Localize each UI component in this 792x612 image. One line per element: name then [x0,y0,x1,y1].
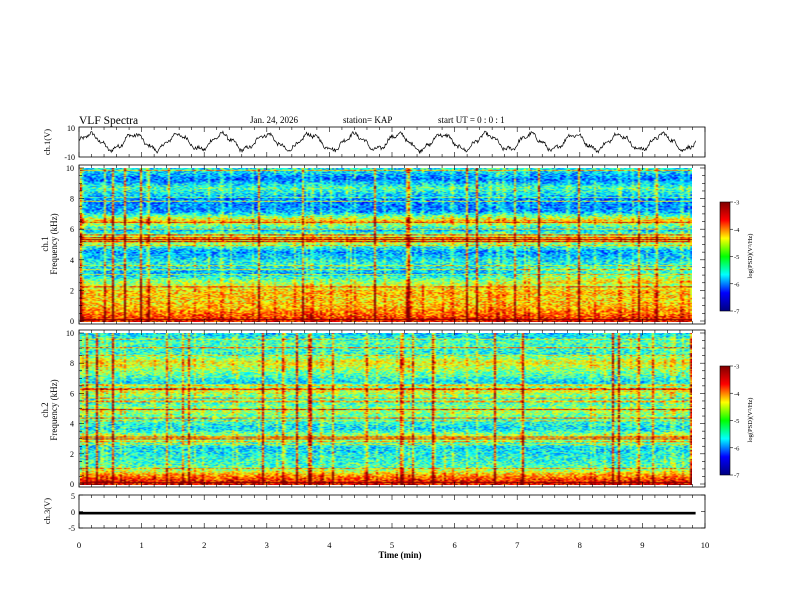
ch1-spectrogram-ytick-label: 6 [70,225,74,234]
figure-title: VLF Spectra [79,115,138,127]
ch1-colorbar-tick-label: -6 [734,281,740,288]
ch2-colorbar-tick-label: -4 [734,391,740,398]
ch2-colorbar-tick-label: -3 [734,364,739,371]
ch1-spectrogram-ytick-labels: 0 2 4 6 8 10 [66,164,74,326]
ch3-ytick-bottom: -5 [68,524,75,533]
ch1-colorbar-tick-label: -3 [734,200,739,207]
ch3-ytick-middle: 0 [71,508,75,517]
ch3-waveform-panel: 5 0 -5 ch.3(V) [42,492,706,533]
ch1-colorbar-scale [719,201,731,312]
ch2-spectrogram-ytick-label: 2 [70,450,74,459]
time-axis-tick-label: 2 [202,540,206,550]
ch3-waveform-ylabel: ch.3(V) [42,498,52,524]
time-axis-tick-label: 10 [701,540,710,550]
ch1-frequency-axis-label: Frequency (kHz) [49,213,59,274]
ch1-colorbar-tick-label: -7 [734,309,740,316]
date-label: Jan. 24, 2026 [250,115,298,125]
ch2-colorbar-tick-label: -6 [734,445,740,452]
ch1-waveform-trace [78,130,696,155]
time-axis-tick-label: 0 [77,540,81,550]
ch2-spectrogram-image [80,333,692,485]
ch1-spectrogram-ytick-label: 2 [70,286,74,295]
ch3-ytick-top: 5 [71,492,75,501]
ch2-channel-label: ch.2 [40,402,50,417]
ch2-spectrogram-ytick-label: 10 [66,329,74,338]
time-axis-tick-label: 3 [265,540,269,550]
ch1-colorbar: -3 -4 -5 -6 -7 log(PSD)(V²/Hz) [719,200,754,316]
ch1-colorbar-tick-label: -5 [734,254,739,261]
time-axis-tick-label: 7 [515,540,519,550]
ch2-spectrogram-ticks [78,330,706,487]
ch3-waveform-ticks [78,494,706,529]
ch2-spectrogram-panel: 0 2 4 6 8 10 ch.2 Frequency (kHz) [40,329,706,489]
ch1-waveform-ylabel: ch.1(V) [42,129,52,155]
station-label: station= KAP [343,115,392,125]
time-axis-tick-label: 8 [578,540,582,550]
time-axis-label: Time (min) [378,550,421,560]
ch2-colorbar: -3 -4 -5 -6 -7 log(PSD)(V²/Hz) [719,364,754,480]
ch2-spectrogram-ytick-label: 4 [70,420,74,429]
ch2-spectrogram-ytick-label: 0 [70,480,74,489]
ch1-spectrogram-ticks [78,165,706,324]
ch1-spectrogram-panel: 0 2 4 6 8 10 ch.1 Frequency (kHz) [40,164,706,326]
ch1-ytick-bottom: -10 [64,153,75,162]
ch2-colorbar-scale [719,365,731,476]
time-axis-tick-label: 6 [452,540,456,550]
ch1-spectrogram-ytick-label: 0 [70,317,74,326]
ch2-colorbar-tick-label: -5 [734,418,739,425]
ch1-spectrogram-ytick-label: 4 [70,256,74,265]
ch1-spectrogram-image [80,168,692,322]
ch1-ytick-top: 10 [67,124,75,133]
time-axis-tick-label: 9 [640,540,644,550]
ch2-spectrogram-ytick-label: 8 [70,359,74,368]
ch1-waveform-panel: 10 -10 ch.1(V) [42,124,706,162]
ch1-spectrogram-ytick-label: 8 [70,195,74,204]
ch1-waveform-ticks [78,127,706,157]
ch1-colorbar-tick-label: -4 [734,227,740,234]
ch1-channel-label: ch.1 [40,236,50,251]
ch2-frequency-axis-label: Frequency (kHz) [49,379,59,440]
ch3-waveform-trace [79,511,696,515]
time-axis-tick-label: 5 [390,540,394,550]
time-axis-tick-label: 1 [139,540,143,550]
ch1-colorbar-label: log(PSD)(V²/Hz) [747,234,754,279]
time-axis-tick-label: 4 [327,540,332,550]
ch1-colorbar-tick-labels: -3 -4 -5 -6 -7 [730,200,740,316]
ch2-spectrogram-ytick-label: 6 [70,389,74,398]
ch2-colorbar-label: log(PSD)(V²/Hz) [747,398,754,443]
ch2-colorbar-tick-labels: -3 -4 -5 -6 -7 [730,364,740,480]
ch1-spectrogram-ytick-label: 10 [66,164,74,173]
time-axis-tick-labels: 0 1 2 3 4 5 6 7 8 9 10 [77,540,709,550]
ch2-colorbar-tick-label: -7 [734,473,740,480]
ch2-spectrogram-ytick-labels: 0 2 4 6 8 10 [66,329,74,489]
start-time-label: start UT = 0 : 0 : 1 [438,115,505,125]
